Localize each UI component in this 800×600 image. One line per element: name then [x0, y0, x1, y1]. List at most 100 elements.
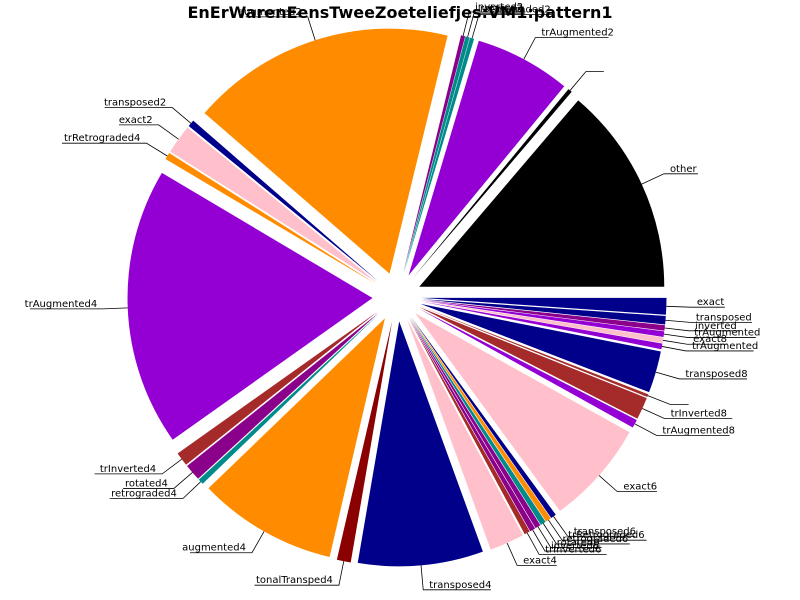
slice-label-other-0: other: [670, 164, 698, 175]
leader-line-other-0: [641, 173, 698, 185]
pie-slice-tr-inverted8-26: [419, 307, 647, 419]
pie-slice-tr-inverted4-11: [177, 311, 378, 465]
slice-label-transposed-33: transposed: [696, 312, 752, 323]
pie-slice-exact6-24: [415, 313, 630, 512]
pie-slice-exact-34: [421, 297, 667, 315]
pie-slice-tr-augmented2-2: [408, 40, 565, 276]
leader-line-augmented2-6: [245, 16, 316, 41]
leader-line-tr-augmented-29: [661, 346, 754, 352]
slice-label-augmented2-6: augmented2: [238, 7, 302, 18]
pie-slice-tr-augmented8-25: [418, 308, 637, 428]
pie-slice-tr-augmented4-10: [127, 172, 373, 440]
slice-label-tonal-transped4-15: tonalTransped4: [256, 575, 333, 586]
pie-slice-tr-augmented-31: [421, 300, 665, 337]
leader-line-transposed8-28: [655, 371, 747, 380]
pie-slice-tr-retrograded4-9: [165, 153, 377, 285]
leader-line-tr-augmented2-2: [523, 37, 609, 60]
slice-label-exact-34: exact: [697, 297, 725, 308]
leader-line-augmented4-14: [189, 531, 265, 554]
leader-line-tr-inverted8-26: [642, 408, 733, 420]
pie-slice-augmented2-6: [204, 28, 448, 274]
leader-line-inverted6-19: [532, 529, 602, 552]
leader-line-rotated4-12: [123, 472, 193, 489]
slice-label-retrograded4-13: retrograded4: [111, 489, 177, 500]
leader-line-exact6-24: [598, 475, 657, 493]
leader-line-transposed6-23: [553, 516, 636, 537]
slice-label-tr-augmented4-10: trAugmented4: [25, 299, 98, 310]
pie-slice-tr-augmented-29: [421, 301, 663, 350]
pie-slice-exact2-8: [170, 127, 378, 283]
leader-line-inverted-32: [664, 327, 740, 332]
slice-label-rotated4-12: rotated4: [125, 478, 168, 489]
leader-line-tr-retrograded6-22: [548, 519, 647, 541]
leader-line-inverted2-5: [462, 11, 526, 36]
slice-label-transposed6-23: transposed6: [574, 526, 636, 537]
slice-label-rotated2-4: rotated2: [480, 3, 523, 14]
pie-slice-transposed-33: [421, 299, 666, 325]
leader-line-unlabeled-1: [569, 71, 604, 91]
pie-slice-unlabeled-27: [419, 305, 649, 397]
leader-lines: [30, 11, 756, 591]
pie-slice-tonal-transped4-15: [336, 321, 393, 563]
pie-slice-retrograded4-13: [198, 313, 380, 484]
slice-label-tr-augmented8-25: trAugmented8: [662, 425, 735, 436]
leader-line-retrograded2-3: [471, 14, 553, 39]
slice-label-inverted-32: inverted: [695, 321, 737, 332]
leader-line-tr-augmented-31: [663, 333, 756, 338]
leader-line-exact8-30: [662, 339, 727, 345]
pie-slice-inverted2-5: [403, 35, 466, 274]
pie-slice-exact8-30: [421, 300, 664, 344]
slice-label-exact6-24: exact6: [623, 482, 657, 493]
slice-label-tr-augmented-31: trAugmented: [694, 328, 760, 339]
slice-label-inverted2-5: inverted2: [475, 2, 523, 13]
slice-label-tr-retrograded4-9: trRetrograded4: [64, 133, 140, 144]
slice-label-retrograded6-21: retrograded6: [563, 534, 629, 545]
slice-label-transposed2-7: transposed2: [104, 98, 166, 109]
slice-label-tr-augmented-29: trAugmented: [692, 341, 758, 352]
slice-label-inverted6-19: inverted6: [551, 541, 599, 552]
leader-line-transposed2-7: [104, 107, 192, 124]
pie-slice-transposed2-7: [188, 120, 379, 282]
pie-slice-rotated4-12: [187, 312, 379, 479]
slice-label-tr-retrograded6-22: trRetrograded6: [568, 530, 644, 541]
leader-line-exact2-8: [119, 124, 179, 140]
pie-slice-rotated2-4: [403, 36, 470, 274]
pie-slice-rotated6-20: [409, 317, 541, 529]
slice-label-tr-augmented2-2: trAugmented2: [541, 28, 614, 39]
pie-slice-inverted6-19: [409, 318, 536, 532]
slice-label-exact4-17: exact4: [523, 555, 557, 566]
leader-line-transposed4-16: [420, 565, 491, 591]
slice-label-augmented4-14: augmented4: [182, 543, 246, 554]
slice-labels: othertrAugmented2retrograded2rotated2inv…: [25, 2, 761, 591]
slice-label-rotated6-20: rotated6: [557, 538, 600, 549]
slice-label-transposed4-16: transposed4: [429, 580, 491, 591]
slice-label-tr-inverted4-11: trInverted4: [100, 464, 156, 475]
leader-line-unlabeled-27: [647, 395, 689, 405]
leader-line-rotated2-4: [467, 12, 525, 38]
leader-line-tr-retrograded4-9: [62, 142, 168, 157]
leader-line-tr-augmented4-10: [30, 307, 128, 310]
pie-slice-transposed4-16: [357, 321, 483, 567]
pie-slice-retrograded6-21: [410, 317, 546, 525]
leader-line-tr-augmented8-25: [634, 423, 730, 436]
slice-label-transposed8-28: transposed8: [685, 369, 747, 380]
leader-line-exact-34: [666, 305, 725, 308]
pie-slice-tr-retrograded6-22: [410, 317, 551, 522]
leader-line-transposed-33: [665, 319, 752, 323]
slice-label-tr-inverted6-18: trInverted6: [545, 544, 601, 555]
leader-line-tonal-transped4-15: [254, 561, 345, 586]
leader-line-exact4-17: [506, 542, 557, 566]
pie-slice-transposed8-28: [420, 303, 661, 393]
pie-slice-tr-inverted6-18: [408, 318, 530, 535]
slice-label-retrograded2-3: retrograded2: [485, 5, 551, 16]
leader-line-rotated6-20: [537, 526, 602, 548]
leader-line-retrograded6-21: [542, 523, 630, 545]
slice-label-tr-inverted8-26: trInverted8: [671, 409, 727, 420]
leader-line-tr-inverted4-11: [94, 458, 182, 475]
pie-slice-unlabeled-1: [412, 89, 572, 279]
pie-slice-other-0: [419, 100, 665, 287]
leader-line-tr-inverted6-18: [526, 532, 607, 555]
slice-label-exact8-30: exact8: [693, 334, 727, 345]
pie-slice-inverted-32: [421, 299, 666, 331]
